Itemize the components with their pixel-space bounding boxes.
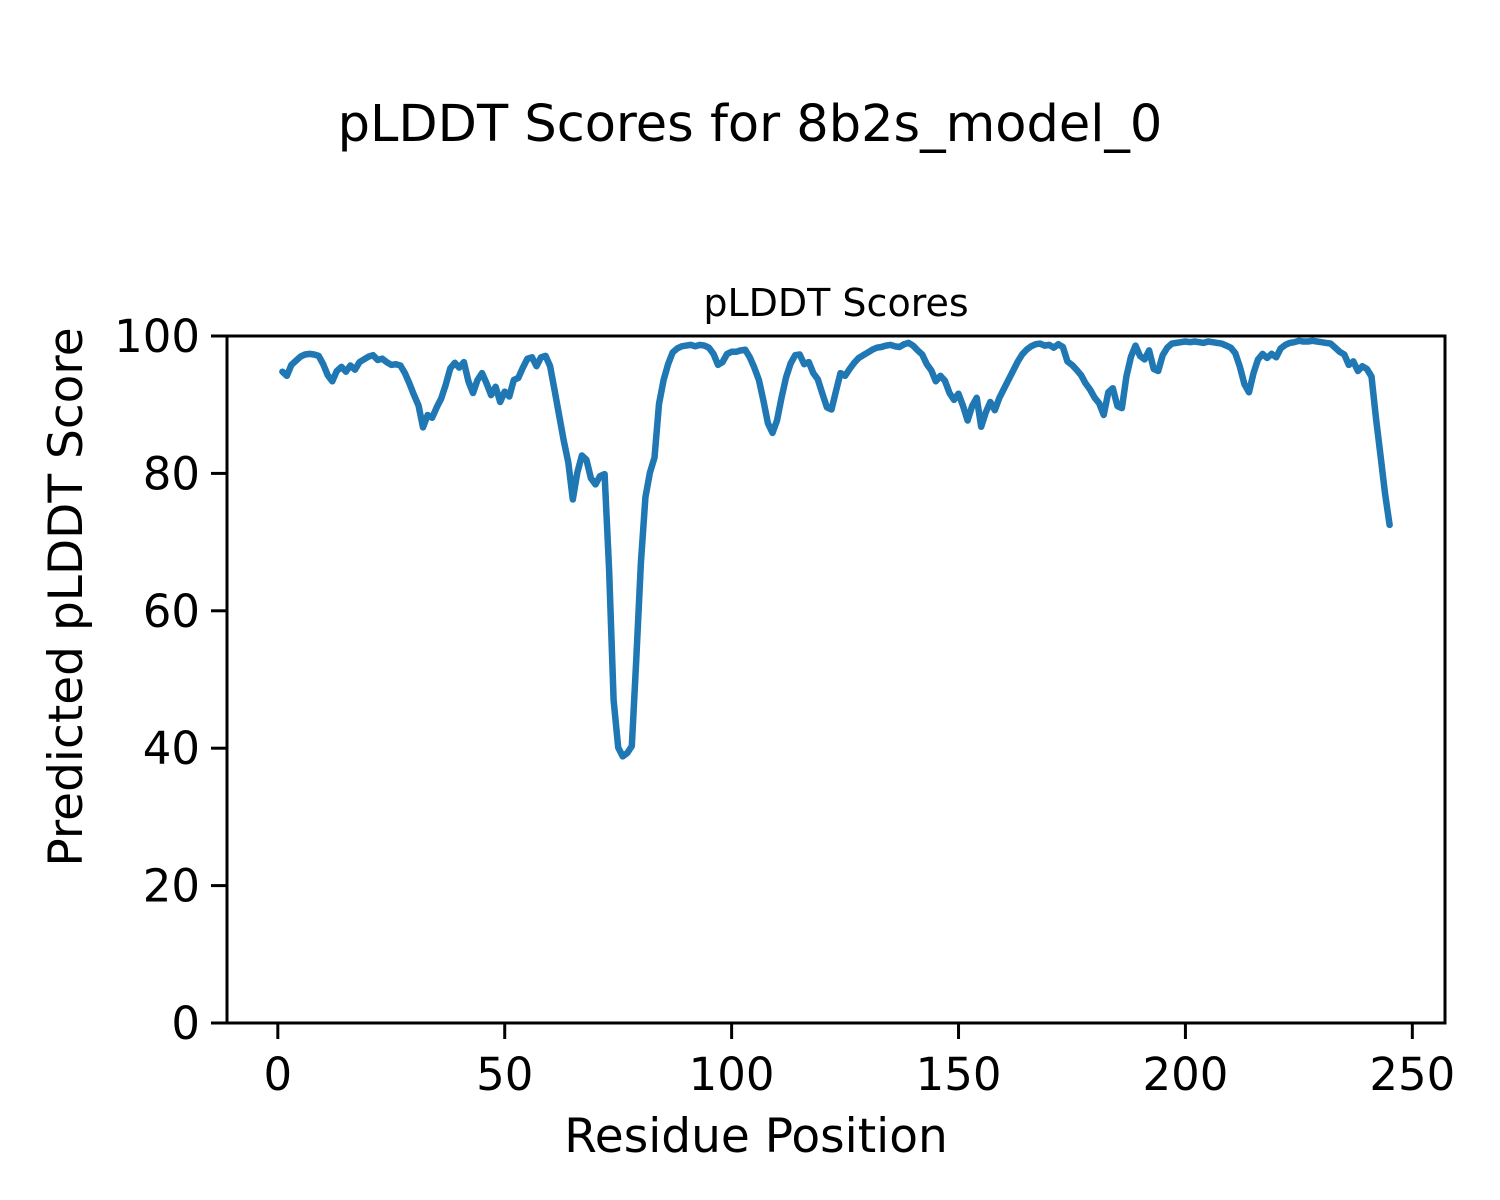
y-tick-label: 80 — [143, 447, 200, 500]
y-tick-label: 20 — [143, 860, 200, 913]
x-tick-label: 200 — [1142, 1048, 1228, 1101]
x-tick-label: 100 — [689, 1048, 775, 1101]
x-axis-label: Residue Position — [564, 1109, 947, 1164]
x-tick-label: 0 — [264, 1048, 293, 1101]
y-tick-label: 40 — [143, 722, 200, 775]
axes-title: pLDDT Scores — [703, 281, 968, 325]
plot-frame — [225, 334, 1447, 1025]
y-tick-label: 0 — [171, 997, 200, 1050]
y-tick-label: 100 — [114, 310, 200, 363]
figure-suptitle: pLDDT Scores for 8b2s_model_0 — [338, 95, 1163, 154]
x-tick-label: 250 — [1369, 1048, 1455, 1101]
x-tick-label: 150 — [916, 1048, 1002, 1101]
y-tick-label: 60 — [143, 585, 200, 638]
tick-marks: 0 50 100 150 200 250 0 20 40 60 80 100 — [114, 310, 1455, 1101]
x-tick-label: 50 — [476, 1048, 533, 1101]
plddt-line-series — [279, 337, 1393, 760]
y-axis-label: Predicted pLDDT Score — [39, 327, 94, 866]
